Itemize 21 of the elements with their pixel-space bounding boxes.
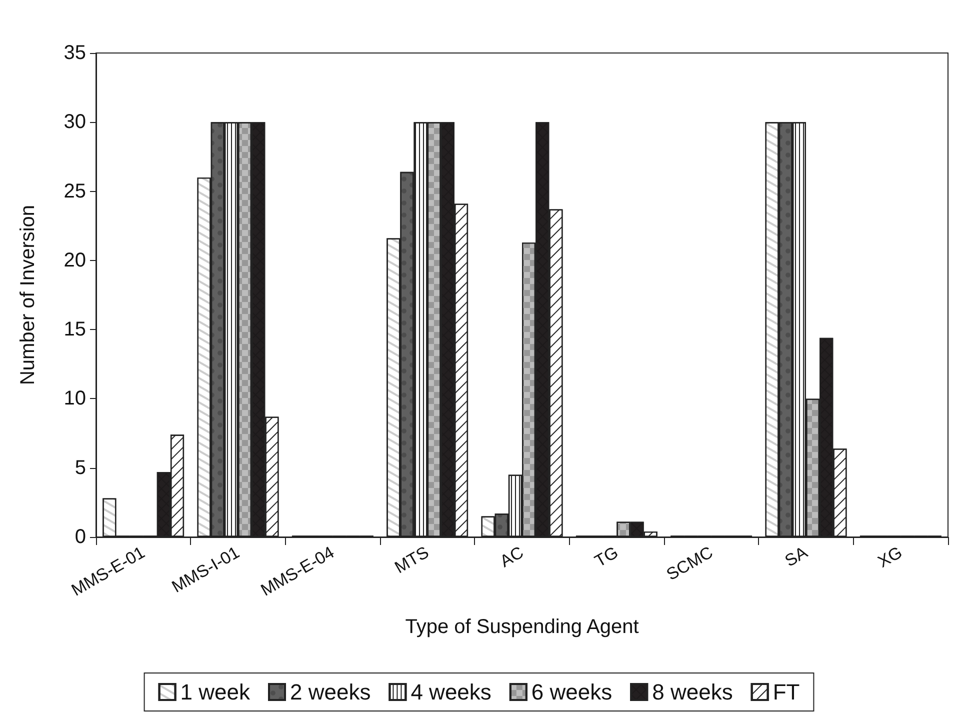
legend-label: 2 weeks bbox=[290, 680, 371, 704]
legend-label: 1 week bbox=[180, 680, 251, 704]
y-tick-label: 15 bbox=[64, 318, 86, 341]
legend-label: 6 weeks bbox=[531, 680, 612, 704]
x-tick-label: MTS bbox=[392, 542, 432, 578]
x-axis-title: Type of Suspending Agent bbox=[405, 616, 640, 638]
x-tick-label: TG bbox=[591, 542, 622, 572]
y-tick-label: 5 bbox=[74, 456, 86, 479]
y-axis-title: Number of Inversion bbox=[17, 204, 39, 386]
legend-label: 4 weeks bbox=[410, 680, 492, 704]
legend-label: 8 weeks bbox=[652, 680, 733, 704]
x-tick-label: XG bbox=[874, 542, 906, 572]
y-tick-label: 35 bbox=[64, 42, 86, 64]
y-tick-label: 30 bbox=[64, 111, 86, 134]
y-tick-label: 20 bbox=[64, 249, 86, 272]
y-tick-label: 10 bbox=[64, 388, 86, 410]
y-tick-label: 0 bbox=[74, 526, 86, 548]
y-tick-label: 25 bbox=[64, 180, 86, 202]
x-tick-label: SA bbox=[782, 542, 812, 571]
x-tick-label: AC bbox=[496, 542, 527, 572]
legend-label: FT bbox=[772, 680, 800, 704]
